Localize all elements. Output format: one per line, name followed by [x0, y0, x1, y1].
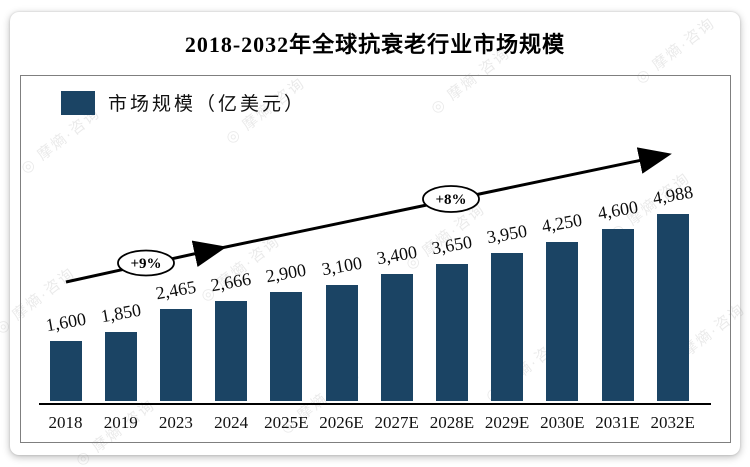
legend-swatch: [61, 90, 95, 115]
bar: [104, 332, 137, 401]
legend-label: 市场规模（亿美元）: [108, 94, 307, 115]
growth-badge-left: [117, 249, 175, 277]
x-axis-line: [39, 403, 711, 405]
x-axis-label: 2032E: [650, 413, 695, 432]
x-axis-label: 2029E: [484, 413, 530, 432]
x-axis-label: 2019: [103, 413, 138, 432]
x-axis-label: 2024: [214, 413, 249, 432]
bar: [49, 341, 82, 401]
bar: [491, 253, 524, 401]
x-axis-label: 2025E: [264, 413, 309, 432]
bar: [435, 264, 468, 401]
x-axis-label: 2031E: [595, 413, 640, 432]
x-axis-label: 2018: [48, 413, 83, 432]
x-axis-label: 2023: [158, 413, 193, 432]
trend-arrow-segment-2: [220, 147, 672, 250]
x-axis-label: 2028E: [429, 413, 475, 432]
x-axis-label: 2026E: [319, 413, 364, 432]
bar: [159, 309, 192, 401]
bar: [546, 242, 579, 401]
bar: [215, 301, 248, 401]
legend: 市场规模（亿美元）: [61, 89, 306, 116]
x-axis-label: 2027E: [374, 413, 419, 432]
growth-badge-right-label: +8%: [435, 192, 466, 208]
bar: [270, 292, 303, 401]
bar: [656, 214, 689, 401]
bar: [325, 285, 358, 401]
bar: [601, 229, 634, 401]
growth-badge-right: [422, 185, 480, 213]
bar-value-label: 4,988: [650, 181, 695, 209]
bar: [380, 274, 413, 401]
chart-title: 2018-2032年全球抗衰老行业市场规模: [184, 32, 566, 57]
plot-area: 市场规模（亿美元） 1,600 2018 1,850 2019 2,465 2023 2,6…: [20, 75, 731, 443]
x-axis-label: 2030E: [540, 413, 585, 432]
growth-badge-left-label: +9%: [130, 256, 161, 272]
